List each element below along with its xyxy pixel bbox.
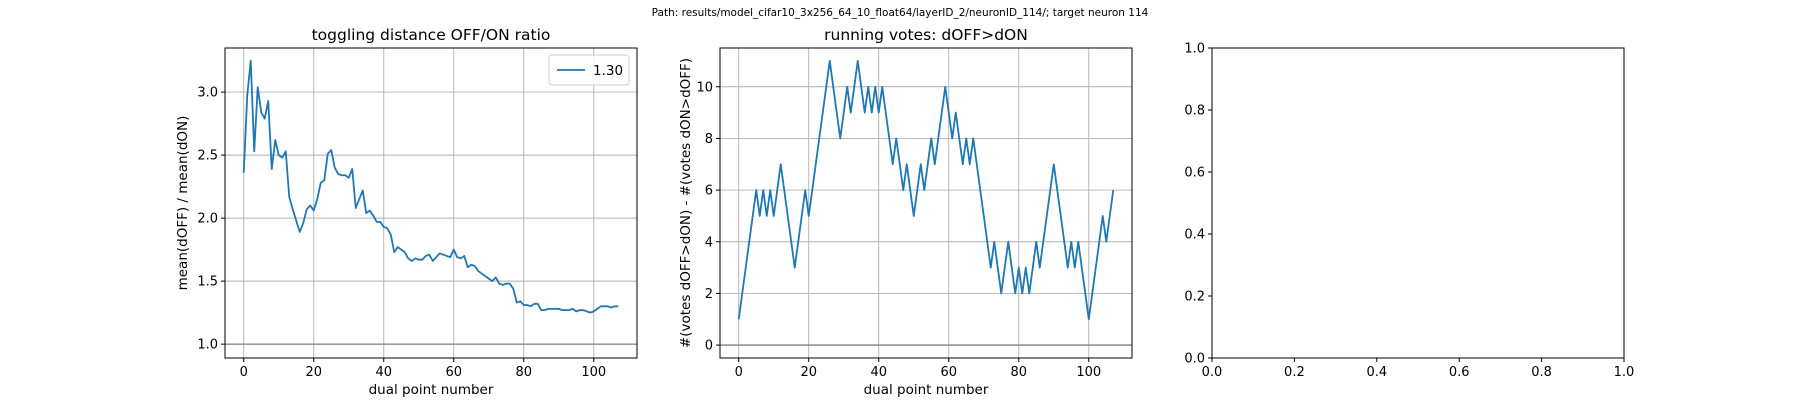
subplot-title: running votes: dOFF>dON xyxy=(824,26,1028,44)
y-axis-label: #(votes dOFF>dON) - #(votes dON>dOFF) xyxy=(678,58,694,348)
x-tick-label: 0 xyxy=(240,365,248,380)
subplot-3: 0.0 0.2 0.4 0.6 0.8 1.0 0.0 0.2 0.4 0.6 0.8 1.0 xyxy=(1184,42,1634,381)
subplot-title: toggling distance OFF/ON ratio xyxy=(312,26,551,44)
y-tick-label: 0.0 xyxy=(1184,352,1205,367)
x-tick-label: 0.6 xyxy=(1449,365,1470,380)
y-tick-label: 0.8 xyxy=(1184,104,1205,119)
y-axis-label: mean(dOFF) / mean(dON) xyxy=(175,116,191,291)
y-tick-label: 2.5 xyxy=(197,149,218,164)
y-tick-label: 10 xyxy=(696,80,713,95)
y-tick-label: 0.4 xyxy=(1184,228,1205,243)
y-tick-label: 3.0 xyxy=(197,86,218,101)
subplot-2: 0 20 40 60 80 100 0 2 4 6 8 10 running votes: dOFF>d… xyxy=(678,26,1133,398)
x-tick-label: 0.8 xyxy=(1531,365,1552,380)
y-tick-label: 2.0 xyxy=(197,212,218,227)
x-tick-label: 0.4 xyxy=(1366,365,1387,380)
axes-frame xyxy=(224,47,638,359)
y-tick-label: 8 xyxy=(705,132,713,147)
legend-label: 1.30 xyxy=(593,63,623,79)
x-tick-label: 20 xyxy=(800,365,817,380)
x-tick-label: 60 xyxy=(940,365,957,380)
y-tick-label: 4 xyxy=(705,235,713,250)
legend: 1.30 xyxy=(548,54,630,86)
y-tick-label: 1.0 xyxy=(1184,42,1205,57)
axes-frame xyxy=(719,47,1133,359)
series-line-1 xyxy=(242,59,619,314)
y-tick-label: 1.5 xyxy=(197,275,218,290)
x-tick-label: 40 xyxy=(870,365,887,380)
series-line-1 xyxy=(737,60,1115,321)
y-tick-label: 0.2 xyxy=(1184,290,1205,305)
y-tick-label: 6 xyxy=(705,184,713,199)
x-tick-label: 40 xyxy=(375,365,392,380)
figure-suptitle: Path: results/model_cifar10_3x256_64_10_… xyxy=(652,7,1149,19)
x-tick-label: 0.0 xyxy=(1202,365,1223,380)
x-tick-label: 1.0 xyxy=(1614,365,1635,380)
x-tick-label: 0 xyxy=(735,365,743,380)
x-axis-label: dual point number xyxy=(369,382,494,398)
x-tick-label: 20 xyxy=(305,365,322,380)
axes-frame xyxy=(1211,47,1625,359)
x-tick-label: 100 xyxy=(1076,365,1101,380)
y-tick-label: 0 xyxy=(705,339,713,354)
y-tick-label: 1.0 xyxy=(197,338,218,353)
y-tick-label: 2 xyxy=(705,287,713,302)
y-tick-label: 0.6 xyxy=(1184,166,1205,181)
x-tick-label: 60 xyxy=(445,365,462,380)
x-tick-label: 80 xyxy=(1010,365,1027,380)
x-tick-label: 0.2 xyxy=(1284,365,1305,380)
x-tick-label: 80 xyxy=(515,365,532,380)
x-axis-label: dual point number xyxy=(864,382,989,398)
x-tick-label: 100 xyxy=(581,365,606,380)
subplot-1: 0 20 40 60 80 100 1.0 1.5 2.0 2.5 3.0 toggling dist… xyxy=(175,26,638,398)
legend-box xyxy=(548,54,630,86)
